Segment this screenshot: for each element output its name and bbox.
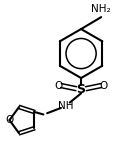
Text: S: S — [77, 83, 86, 96]
Text: O: O — [54, 81, 63, 91]
Text: NH: NH — [58, 101, 74, 111]
Text: O: O — [5, 115, 14, 125]
Text: O: O — [100, 81, 108, 91]
Text: NH₂: NH₂ — [91, 4, 111, 14]
